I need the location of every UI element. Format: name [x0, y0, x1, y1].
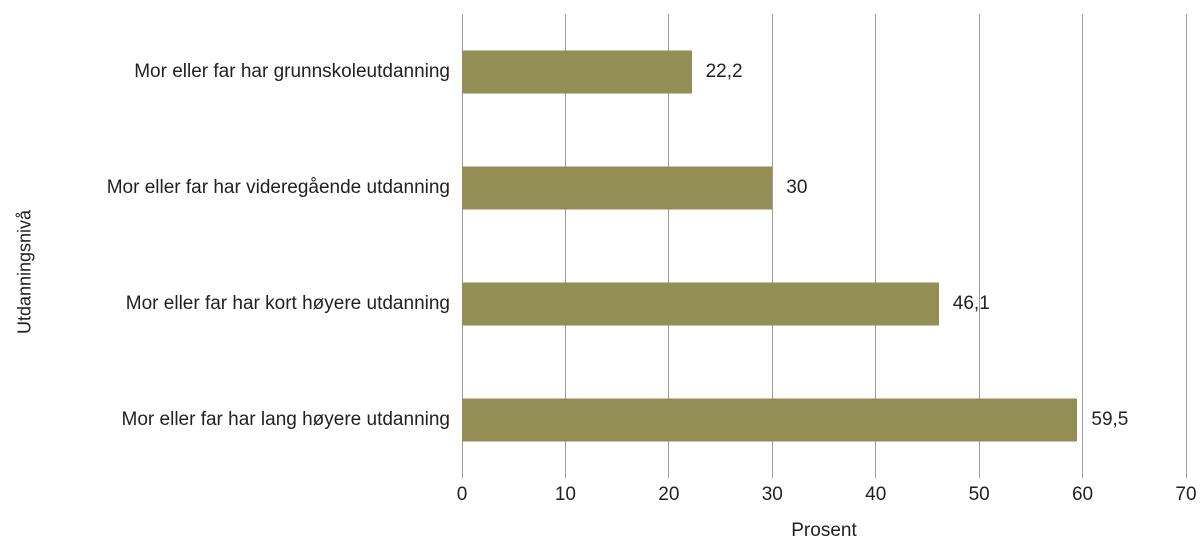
bar	[462, 282, 939, 326]
category-label: Mor eller far har videregående utdanning	[106, 177, 450, 198]
plot-area: 22,2 30 46,1 59,5	[461, 14, 1187, 478]
value-label: 22,2	[705, 61, 743, 82]
bar	[462, 50, 692, 94]
gridline	[875, 14, 877, 478]
category-label: Mor eller far har lang høyere utdanning	[121, 409, 450, 430]
x-tick-label: 20	[658, 484, 680, 505]
x-tick-label: 50	[968, 484, 990, 505]
x-tick-label: 10	[554, 484, 576, 505]
category-labels: Mor eller far har grunnskoleutdanning Mor…	[0, 14, 450, 478]
x-tick-label: 40	[865, 484, 887, 505]
gridline	[564, 14, 566, 478]
x-axis-ticks: 0 10 20 30 40 50 60 70	[457, 484, 1197, 508]
value-label: 30	[786, 177, 808, 198]
x-axis-title: Prosent	[791, 520, 857, 541]
x-tick-label: 60	[1071, 484, 1094, 505]
value-label: 46,1	[952, 293, 990, 314]
category-label: Mor eller far har kort høyere utdanning	[125, 293, 450, 314]
gridline	[771, 14, 773, 478]
gridline	[1185, 14, 1187, 478]
category-label: Mor eller far har grunnskoleutdanning	[134, 61, 450, 82]
bar	[462, 166, 773, 210]
bar	[462, 398, 1078, 442]
x-tick-label: 70	[1175, 484, 1197, 505]
gridline	[461, 14, 463, 478]
x-tick-label: 30	[761, 484, 783, 505]
value-label: 59,5	[1091, 409, 1129, 430]
x-tick-label: 0	[456, 484, 468, 505]
gridline	[978, 14, 980, 478]
gridline	[1082, 14, 1084, 478]
gridline	[668, 14, 670, 478]
